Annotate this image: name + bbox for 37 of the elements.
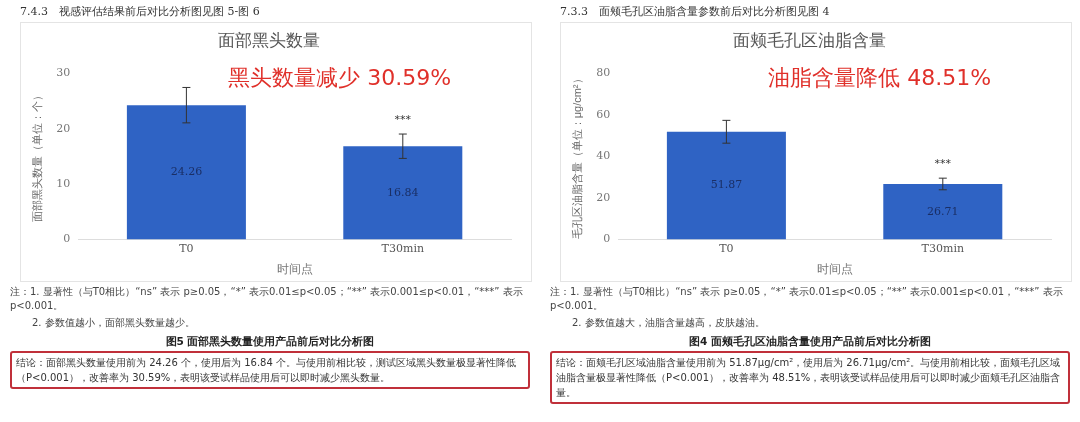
x-tick-label: T0 xyxy=(179,241,194,255)
y-axis-title: 毛孔区油脂含量（单位：μg/cm²） xyxy=(570,73,583,240)
caption: 图4 面颊毛孔区油脂含量使用产品前后对比分析图 xyxy=(688,335,932,349)
data-label: 16.84 xyxy=(387,185,419,199)
annotation: *** xyxy=(934,157,952,171)
data-label: 51.87 xyxy=(710,178,743,192)
chart-title: 面颊毛孔区油脂含量 xyxy=(732,29,886,50)
text: 注：1. 显著性（与T0相比）“ns” 表示 p≥0.05，“*” 表示0.01≤p<0.05；“**” 表示0.001≤p<0.01，“***” 表示p<0.001。 xyxy=(550,285,1064,313)
caption: 图5 面部黑头数量使用产品前后对比分析图 xyxy=(164,335,376,349)
text: 注：1. 显著性（与T0相比）“ns” 表示 p≥0.05，“*” 表示0.01≤p<0.05；“**” 表示0.001≤p<0.01，“***” 表示p<0.001。 xyxy=(10,285,524,313)
text: 2. 参数值越大，油脂含量越高，皮肤越油。 xyxy=(571,316,766,330)
x-tick-label: T30min xyxy=(921,241,964,255)
y-tick-label: 40 xyxy=(596,149,611,163)
y-tick-label: 30 xyxy=(56,66,71,80)
y-tick-label: 20 xyxy=(596,190,611,204)
text: 结论：面颊毛孔区域油脂含量使用前为 51.87μg/cm²，使用后为 26.71μg/cm²。与使用前相比较，面颊毛孔区域油脂含量极显著性降低（P<0.001），改善率为 48.51%，表明该受试样品使用后可以即时减少面颊毛孔区油脂含量。 xyxy=(550,351,1070,404)
y-tick-label: 60 xyxy=(596,107,611,121)
y-tick-label: 0 xyxy=(603,232,611,246)
text: 结论：面部黑头数量使用前为 24.26 个，使用后为 16.84 个。与使用前相比较，测试区域黑头数量极显著性降低（P<0.001），改善率为 30.59%，表明该受试样品使用后可以即时减少黑头数量。 xyxy=(10,351,530,389)
x-tick-label: T0 xyxy=(719,241,734,255)
y-axis-title: 面部黑头数量（单位：个） xyxy=(30,90,43,223)
y-tick-label: 0 xyxy=(63,232,71,246)
x-axis-title: 时间点 xyxy=(276,262,313,277)
y-tick-label: 80 xyxy=(596,66,611,80)
chart-subtitle: 7.3.3 面颊毛孔区油脂含量参数前后对比分析图见图 4 xyxy=(560,4,831,19)
chart-subtitle: 7.4.3 视感评估结果前后对比分析图见图 5-图 6 xyxy=(20,4,261,19)
y-tick-label: 10 xyxy=(56,176,71,190)
annotation: 油脂含量降低 48.51% xyxy=(768,65,992,91)
data-label: 26.71 xyxy=(927,204,959,218)
y-tick-label: 20 xyxy=(56,121,71,135)
text: 2. 参数值越小，面部黑头数量越少。 xyxy=(31,316,196,330)
data-label: 24.26 xyxy=(170,165,203,179)
x-axis-title: 时间点 xyxy=(816,262,853,277)
x-tick-label: T30min xyxy=(381,241,424,255)
annotation: *** xyxy=(394,112,412,126)
chart-title: 面部黑头数量 xyxy=(218,29,320,50)
annotation: 黑头数量减少 30.59% xyxy=(228,65,452,91)
